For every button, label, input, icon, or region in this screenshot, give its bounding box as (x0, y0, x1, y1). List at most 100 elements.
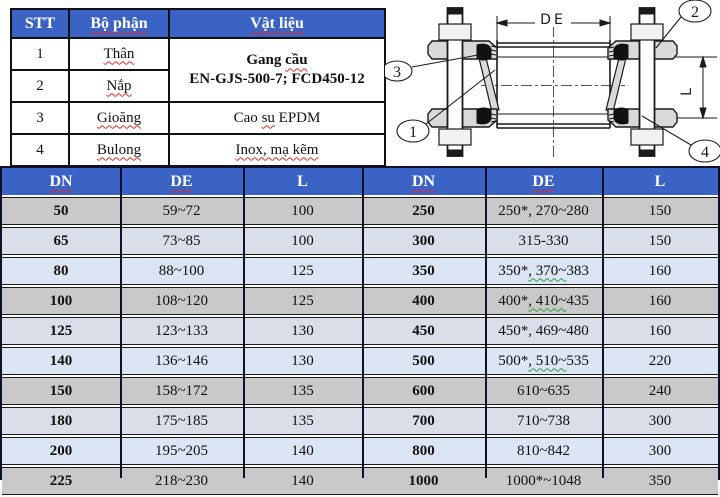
callout-balloon-2 (678, 0, 712, 23)
column-divider (485, 168, 487, 478)
dim-cell-de: 810~842 (485, 437, 602, 465)
parts-cell-stt: 3 (10, 101, 70, 135)
dim-value: 383 (566, 262, 589, 279)
parts-header-part-label: Bộ phận (90, 14, 148, 32)
parts-table-container: STT Bộ phận Vật liệu 1 Thân Gang cầu EN-… (10, 8, 386, 167)
dim-cell-l: 300 (602, 407, 718, 435)
dim-cell-l: 140 (243, 437, 362, 465)
dim-value: , 370~ (528, 262, 567, 279)
column-divider (362, 168, 364, 478)
material-text: EN-GJS-500-7; FCD450-12 (189, 71, 365, 87)
dim-cell-l: 240 (602, 377, 718, 405)
callout-leader-2 (655, 16, 682, 49)
l-dimension-label: L (679, 88, 695, 96)
dim-value: , 510~ (528, 352, 567, 369)
dim-cell-de: 350*, 370~383 (485, 257, 602, 285)
part-name: Bulong (96, 141, 142, 158)
bolt-end-bottom-left (447, 149, 463, 157)
parts-cell-material: Cao su EPDM (168, 101, 386, 135)
dim-cell-dn: 600 (362, 377, 485, 405)
dim-cell-de: 88~100 (120, 257, 243, 285)
bolt-end-top-left (447, 7, 463, 15)
callout-balloon-4 (688, 139, 720, 163)
dim-cell-l: 160 (602, 287, 718, 315)
parts-cell-material-merged: Gang cầu EN-GJS-500-7; FCD450-12 (168, 37, 386, 103)
dim-header-label: DE (170, 172, 193, 190)
part-name: Gioăng (96, 109, 142, 126)
dim-cell-de: 400*, 410~435 (485, 287, 602, 315)
dim-value: 435 (566, 292, 589, 309)
column-divider (120, 168, 122, 478)
part-name: Thân (103, 45, 135, 62)
dim-cell-dn: 200 (2, 437, 120, 465)
parts-row-1: 1 Thân Gang cầu EN-GJS-500-7; FCD450-12 (10, 37, 386, 103)
dim-header-l-5: L (602, 168, 718, 195)
dim-row: 140 136~146 130 500 500*, 510~535 220 (2, 347, 718, 375)
dim-cell-l: 350 (602, 467, 718, 495)
dim-cell-de: 158~172 (120, 377, 243, 405)
dim-cell-de: 123~133 (120, 317, 243, 345)
de-dimension-label: DE (540, 12, 566, 28)
callout-number-2: 2 (691, 4, 699, 21)
parts-cell-part: Bulong (68, 133, 170, 167)
parts-header-material: Vật liệu (168, 8, 386, 39)
dim-cell-dn: 250 (362, 197, 485, 225)
callout-leader-4 (641, 115, 692, 146)
gasket-hatch (490, 45, 615, 123)
l-dimension: L (679, 55, 707, 120)
de-arrow-left (495, 19, 508, 27)
dim-cell-l: 160 (602, 257, 718, 285)
parts-header-stt-label: STT (24, 14, 56, 32)
bolt-end-bottom-right (639, 149, 655, 157)
dim-cell-l: 150 (602, 227, 718, 255)
dim-cell-de: 500*, 510~535 (485, 347, 602, 375)
dim-cell-l: 130 (243, 347, 362, 375)
parts-row-4: 4 Bulong Inox, mạ kẽm (10, 133, 386, 167)
dim-cell-de: 250*, 270~280 (485, 197, 602, 225)
dim-cell-dn: 450 (362, 317, 485, 345)
dim-cell-l: 150 (602, 197, 718, 225)
dim-cell-de: 108~120 (120, 287, 243, 315)
dim-cell-de: 59~72 (120, 197, 243, 225)
parts-row-2: 2 Nắp (10, 69, 385, 103)
dim-cell-dn: 150 (2, 377, 120, 405)
dim-value: 500* (498, 352, 529, 369)
dim-row: 180 175~185 135 700 710~738 300 (2, 407, 718, 435)
dim-cell-de: 450*, 469~480 (485, 317, 602, 345)
dim-cell-dn: 300 (362, 227, 485, 255)
dim-cell-de: 136~146 (120, 347, 243, 375)
dim-header-label: DN (49, 172, 73, 190)
material-text: EPDM (274, 109, 321, 126)
dimension-table-header-row: DN DE L DN DE L (2, 168, 718, 195)
gasket-bottom-right (613, 107, 629, 125)
parts-header-stt: STT (10, 8, 70, 39)
parts-cell-part: Thân (68, 37, 170, 71)
material-text: Gang (246, 52, 286, 69)
parts-cell-stt: 2 (10, 69, 70, 103)
parts-header-part: Bộ phận (68, 8, 170, 39)
material-text: su (261, 109, 275, 126)
dim-header-label: DE (532, 172, 555, 190)
l-arrow-bottom (699, 107, 707, 120)
dim-cell-dn: 65 (2, 227, 120, 255)
dim-cell-dn: 1000 (362, 467, 485, 495)
material-text: cầu (285, 52, 308, 69)
parts-cell-material: Inox, mạ kẽm (168, 133, 386, 167)
hex-nut-bottom-left (438, 128, 472, 146)
dim-cell-l: 220 (602, 347, 718, 375)
dim-cell-de: 315-330 (485, 227, 602, 255)
callout-number-4: 4 (701, 144, 709, 161)
dim-row: 200 195~205 140 800 810~842 300 (2, 437, 718, 465)
dim-cell-dn: 80 (2, 257, 120, 285)
dim-header-label: L (297, 172, 308, 190)
parts-table: STT Bộ phận Vật liệu 1 Thân Gang cầu EN-… (10, 8, 386, 167)
dim-cell-dn: 800 (362, 437, 485, 465)
part-name: Nắp (106, 77, 132, 94)
dim-value: , 410~ (528, 292, 567, 309)
dim-cell-de: 195~205 (120, 437, 243, 465)
dim-value: 400* (498, 292, 529, 309)
dim-row: 50 59~72 100 250 250*, 270~280 150 (2, 197, 718, 225)
dim-header-dn-0: DN (2, 168, 120, 195)
dim-cell-de: 73~85 (120, 227, 243, 255)
